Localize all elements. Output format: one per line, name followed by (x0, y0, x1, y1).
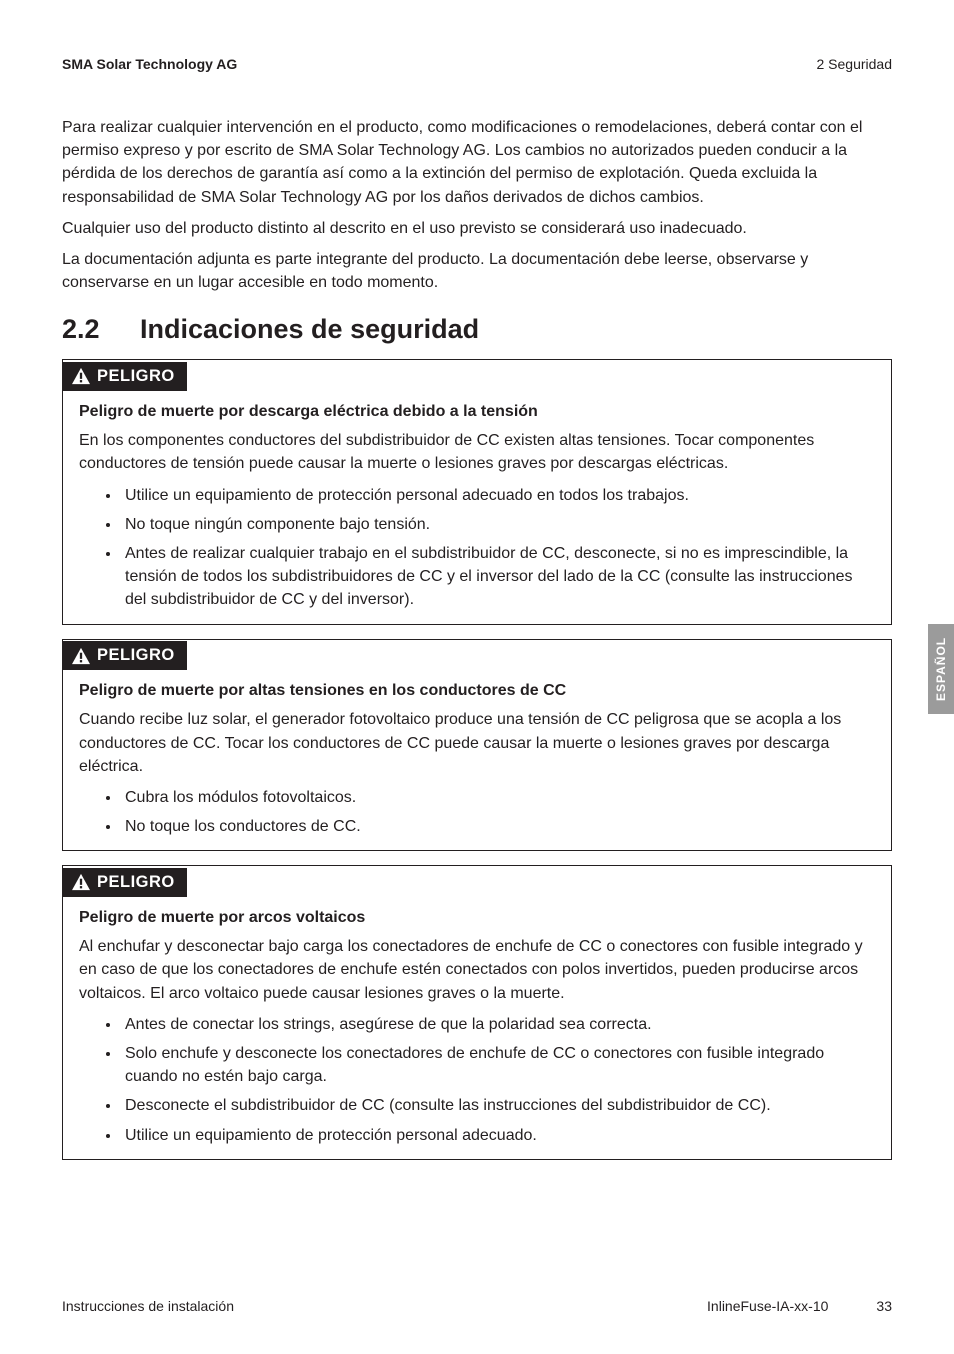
intro-block: Para realizar cualquier intervención en … (62, 116, 892, 294)
danger-badge: PELIGRO (63, 868, 187, 897)
danger-alert-box: PELIGRO Peligro de muerte por arcos volta… (62, 865, 892, 1159)
page-footer: Instrucciones de instalación InlineFuse-… (62, 1298, 892, 1314)
danger-badge: PELIGRO (63, 362, 187, 391)
intro-paragraph: Para realizar cualquier intervención en … (62, 116, 892, 209)
danger-badge-label: PELIGRO (97, 367, 175, 386)
danger-badge-label: PELIGRO (97, 646, 175, 665)
section-heading: 2.2 Indicaciones de seguridad (62, 314, 892, 345)
alert-body: En los componentes conductores del subdi… (79, 429, 875, 475)
section-title: Indicaciones de seguridad (140, 314, 479, 345)
section-number: 2.2 (62, 314, 140, 345)
alert-body: Al enchufar y desconectar bajo carga los… (79, 935, 875, 1005)
header-company: SMA Solar Technology AG (62, 56, 237, 72)
alert-list-item: Utilice un equipamiento de protección pe… (121, 1124, 875, 1147)
alert-list-item: Antes de realizar cualquier trabajo en e… (121, 542, 875, 612)
alert-list-item: Utilice un equipamiento de protección pe… (121, 484, 875, 507)
intro-paragraph: La documentación adjunta es parte integr… (62, 248, 892, 294)
header-section: 2 Seguridad (816, 56, 892, 72)
alert-list-item: Solo enchufe y desconecte los conectador… (121, 1042, 875, 1088)
alert-title: Peligro de muerte por altas tensiones en… (79, 680, 875, 702)
warning-triangle-icon (71, 647, 91, 665)
alert-list: Utilice un equipamiento de protección pe… (79, 484, 875, 612)
alert-list-item: Antes de conectar los strings, asegúrese… (121, 1013, 875, 1036)
page-number: 33 (876, 1298, 892, 1314)
alert-title: Peligro de muerte por arcos voltaicos (79, 907, 875, 929)
alert-list-item: Cubra los módulos fotovoltaicos. (121, 786, 875, 809)
danger-badge: PELIGRO (63, 641, 187, 670)
alert-body: Cuando recibe luz solar, el generador fo… (79, 708, 875, 778)
alert-list-item: No toque ningún componente bajo tensión. (121, 513, 875, 536)
danger-alert-box: PELIGRO Peligro de muerte por altas tensi… (62, 639, 892, 852)
alert-list: Cubra los módulos fotovoltaicos. No toque… (79, 786, 875, 838)
warning-triangle-icon (71, 367, 91, 385)
alerts-container: PELIGRO Peligro de muerte por descarga el… (62, 359, 892, 1159)
alert-title: Peligro de muerte por descarga eléctrica… (79, 401, 875, 423)
footer-right-group: InlineFuse-IA-xx-10 33 (707, 1298, 892, 1314)
danger-badge-label: PELIGRO (97, 873, 175, 892)
alert-list-item: Desconecte el subdistribuidor de CC (con… (121, 1094, 875, 1117)
warning-triangle-icon (71, 873, 91, 891)
danger-alert-box: PELIGRO Peligro de muerte por descarga el… (62, 359, 892, 624)
language-tab: ESPAÑOL (928, 624, 954, 714)
footer-doc-id: InlineFuse-IA-xx-10 (707, 1298, 828, 1314)
alert-list-item: No toque los conductores de CC. (121, 815, 875, 838)
intro-paragraph: Cualquier uso del producto distinto al d… (62, 217, 892, 240)
page-header: SMA Solar Technology AG 2 Seguridad (62, 56, 892, 72)
footer-doc-type: Instrucciones de instalación (62, 1298, 234, 1314)
alert-list: Antes de conectar los strings, asegúrese… (79, 1013, 875, 1147)
